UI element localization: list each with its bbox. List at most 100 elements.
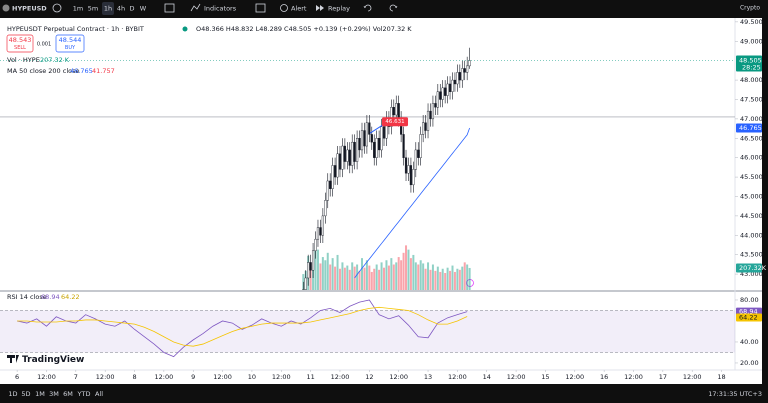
- rsi-y-tick-label: 40.00: [740, 338, 759, 346]
- interval[interactable]: 1h: [104, 5, 112, 13]
- candle-body: [448, 83, 452, 92]
- range-button[interactable]: 3M: [49, 390, 59, 398]
- volume-bar: [353, 266, 356, 290]
- y-tick-label: 44.000: [740, 231, 763, 239]
- volume-bar: [466, 264, 469, 290]
- range-button[interactable]: 1M: [35, 390, 45, 398]
- symbol[interactable]: HYPEUSD: [12, 5, 47, 13]
- candle-body: [453, 79, 457, 85]
- volume-bar: [319, 263, 322, 290]
- volume-bar: [360, 258, 363, 290]
- volume-bar: [373, 268, 376, 290]
- volume-tag-label: 207.32K: [739, 264, 767, 272]
- volume-bar: [412, 254, 415, 290]
- alert-icon[interactable]: [280, 4, 288, 12]
- volume-bar: [434, 270, 437, 290]
- interval[interactable]: 1m: [73, 5, 83, 13]
- candle-body: [412, 169, 415, 186]
- volume-bar: [392, 264, 395, 290]
- chart-title: HYPEUSDT Perpetual Contract · 1h · BYBIT: [7, 25, 144, 33]
- range-button[interactable]: 5D: [21, 390, 30, 398]
- interval[interactable]: D: [129, 5, 134, 13]
- y-tick-label: 47.500: [740, 95, 763, 103]
- volume-bar: [326, 252, 329, 290]
- volume-bar: [387, 265, 390, 290]
- rsi-layer: [0, 299, 735, 358]
- volume-bar: [419, 260, 422, 290]
- candle-body: [424, 122, 427, 131]
- candle-body: [360, 130, 364, 151]
- candle-body: [397, 103, 400, 120]
- volume-bar: [439, 271, 442, 290]
- candle-body: [417, 149, 420, 158]
- redo-button[interactable]: [389, 4, 398, 12]
- indicators-button[interactable]: Indicators: [204, 5, 237, 13]
- volume-bar: [370, 271, 373, 290]
- volume-bar: [395, 262, 398, 290]
- indicators-icon[interactable]: [190, 3, 201, 12]
- chart-type-button[interactable]: [164, 3, 175, 13]
- candle-body: [458, 72, 461, 81]
- candle-body: [444, 87, 447, 96]
- candle-body: [390, 107, 393, 127]
- candle-body: [392, 107, 395, 116]
- candle-body: [341, 145, 344, 170]
- interval[interactable]: 5m: [88, 5, 98, 13]
- layout-button[interactable]: [255, 3, 266, 13]
- ma50-tag: [736, 123, 762, 133]
- volume-bar: [314, 245, 317, 290]
- volume-bar: [400, 260, 403, 290]
- interval[interactable]: W: [140, 5, 147, 13]
- event-marker[interactable]: [466, 279, 474, 287]
- buy-button[interactable]: [55, 34, 85, 53]
- x-tick-label: 12:00: [448, 373, 467, 381]
- x-tick-label: 12:00: [155, 373, 174, 381]
- alert-button[interactable]: Alert: [291, 5, 307, 13]
- volume-bar: [461, 266, 464, 290]
- x-tick-label: 12:00: [96, 373, 115, 381]
- y-tick-label: 46.000: [740, 154, 763, 162]
- y-tick-label: 45.000: [740, 192, 763, 200]
- range-button[interactable]: All: [95, 390, 103, 398]
- range-button[interactable]: 1D: [8, 390, 17, 398]
- annotation-tag: [382, 117, 409, 127]
- volume-bar: [458, 269, 461, 290]
- interval[interactable]: 4h: [117, 5, 125, 13]
- candle-body: [466, 65, 469, 73]
- compare-button[interactable]: [52, 3, 62, 13]
- volume-bar: [390, 258, 393, 290]
- x-tick-label: 12: [365, 373, 373, 381]
- candle-body: [331, 165, 334, 189]
- volume-bar: [383, 267, 386, 290]
- volume-bar: [385, 260, 388, 290]
- range-button[interactable]: 6M: [63, 390, 73, 398]
- volume-bar: [441, 268, 444, 290]
- candle-body: [380, 126, 383, 151]
- x-tick-label: 16: [600, 373, 608, 381]
- range-button[interactable]: YTD: [77, 390, 91, 398]
- candle-body: [407, 165, 410, 174]
- countdown: 28:25: [742, 63, 761, 71]
- volume-bar: [409, 258, 412, 290]
- buy-price: 48.544: [59, 36, 82, 44]
- candle-body: [375, 138, 378, 158]
- volume-bar: [341, 262, 344, 290]
- volume-bar: [402, 252, 405, 290]
- y-tick-label: 47.000: [740, 115, 763, 123]
- replay-icon[interactable]: [316, 5, 324, 11]
- candle-body: [446, 83, 449, 96]
- x-tick-label: 12:00: [507, 373, 526, 381]
- replay-button[interactable]: Replay: [328, 5, 350, 13]
- volume-bar: [375, 264, 378, 290]
- candle-body: [456, 72, 459, 85]
- undo-button[interactable]: [363, 4, 372, 12]
- logo: TradingView: [22, 355, 84, 365]
- candle-body: [429, 110, 432, 120]
- x-tick-label: 12:00: [272, 373, 291, 381]
- annotation-label: 46.631: [385, 119, 404, 125]
- sell-button[interactable]: [6, 34, 34, 53]
- ma50-value: 46.765: [70, 67, 93, 75]
- volume-bar: [356, 264, 359, 290]
- volume-bar: [368, 265, 371, 290]
- candle-body: [439, 91, 442, 100]
